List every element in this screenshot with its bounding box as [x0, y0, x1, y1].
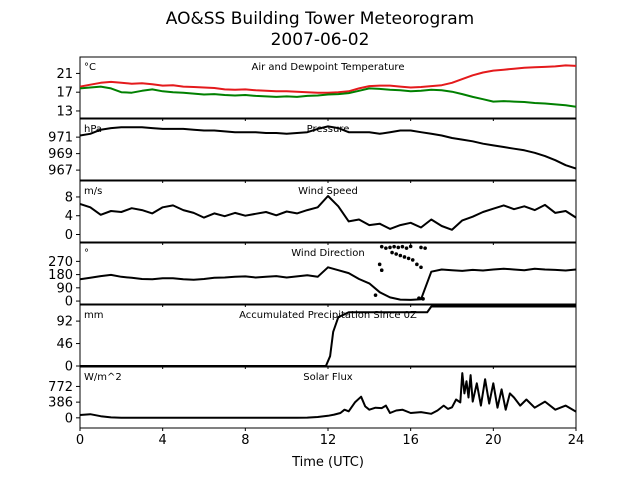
- scatter-point: [394, 252, 399, 256]
- chart-subtitle-date: 2007-06-02: [271, 30, 370, 50]
- scatter-point: [373, 293, 378, 297]
- unit-label: °C: [84, 62, 96, 73]
- y-tick-label: 0: [65, 360, 73, 375]
- scatter-point: [419, 265, 423, 270]
- panel-1: 13 17 21 °C Air and Dewpoint Temperature: [56, 56, 577, 121]
- scatter-point: [392, 244, 396, 249]
- unit-label: W/m^2: [84, 372, 122, 383]
- y-tick-label: 0: [65, 411, 73, 426]
- y-tick-label: 46: [56, 337, 73, 352]
- series-line-1: [80, 266, 576, 301]
- scatter-point: [419, 245, 423, 250]
- scatter-point: [417, 296, 421, 300]
- plot-area: [80, 372, 576, 419]
- scatter-point: [398, 253, 403, 258]
- unit-label: hPa: [84, 124, 102, 135]
- y-tick-label: 4: [65, 209, 73, 224]
- scatter-point: [410, 258, 415, 262]
- scatter-point: [390, 250, 394, 255]
- series-line-1: [80, 305, 576, 366]
- series-line-1: [80, 125, 576, 170]
- unit-label: m/s: [84, 186, 102, 197]
- scatter-point: [404, 246, 409, 250]
- y-tick-label: 386: [48, 396, 73, 411]
- plot-area: [80, 64, 576, 108]
- panel-title: Wind Speed: [298, 186, 358, 197]
- unit-label: mm: [84, 310, 103, 321]
- plot-area: [80, 195, 576, 231]
- chart-title: AO&SS Building Tower Meteorogram: [166, 9, 474, 29]
- scatter-point: [384, 246, 388, 250]
- x-tick-label: 16: [402, 433, 419, 448]
- x-tick-label: 24: [568, 433, 585, 448]
- panel-title: Pressure: [307, 124, 350, 135]
- scatter-point: [400, 244, 405, 249]
- y-tick-label: 0: [65, 295, 73, 310]
- x-tick-label: 8: [241, 433, 249, 448]
- scatter-point: [379, 244, 384, 249]
- series-line-1: [80, 372, 576, 419]
- y-tick-label: 969: [48, 147, 73, 162]
- scatter-point: [379, 268, 384, 272]
- y-tick-label: 90: [56, 281, 73, 296]
- y-tick-label: 92: [56, 315, 73, 330]
- y-tick-label: 13: [56, 104, 73, 119]
- scatter-point: [402, 255, 407, 259]
- scatter-point: [423, 246, 427, 250]
- y-tick-label: 971: [48, 131, 73, 146]
- panel-3: 0 4 8 m/s Wind Speed: [65, 180, 577, 245]
- x-tick-label: 0: [76, 433, 84, 448]
- scatter-point: [396, 245, 401, 250]
- scatter-point: [406, 256, 411, 261]
- plot-area: [80, 244, 576, 301]
- y-tick-label: 967: [48, 164, 73, 179]
- x-axis: 0 4 8 12 16 20 24: [76, 433, 584, 448]
- series-line-1: [80, 64, 576, 94]
- x-tick-label: 20: [485, 433, 502, 448]
- panel-5: 0 46 92 mm Accumulated Precipitation Since 0…: [56, 304, 577, 375]
- scatter-point: [388, 245, 392, 250]
- y-tick-label: 270: [48, 255, 73, 270]
- plot-area: [80, 125, 576, 170]
- panel-title: Wind Direction: [291, 248, 365, 259]
- series-line-2: [80, 85, 576, 108]
- scatter-point: [377, 262, 382, 267]
- x-tick-label: 12: [320, 433, 337, 448]
- x-axis-label: Time (UTC): [291, 455, 364, 470]
- series-line-1: [80, 195, 576, 231]
- y-tick-label: 17: [56, 86, 73, 101]
- y-tick-label: 772: [48, 380, 73, 395]
- y-tick-label: 21: [56, 67, 73, 82]
- panel-title: Air and Dewpoint Temperature: [252, 62, 405, 73]
- panel-title: Accumulated Precipitation Since 0Z: [239, 310, 417, 321]
- scatter-point: [421, 297, 425, 301]
- y-tick-label: 180: [48, 268, 73, 283]
- y-tick-label: 8: [65, 190, 73, 205]
- x-tick-label: 4: [159, 433, 167, 448]
- panel-title: Solar Flux: [303, 372, 353, 383]
- y-tick-label: 0: [65, 228, 73, 243]
- scatter-point: [415, 262, 419, 267]
- scatter-point: [408, 244, 413, 249]
- unit-label: °: [84, 248, 89, 259]
- plot-area: [80, 305, 576, 366]
